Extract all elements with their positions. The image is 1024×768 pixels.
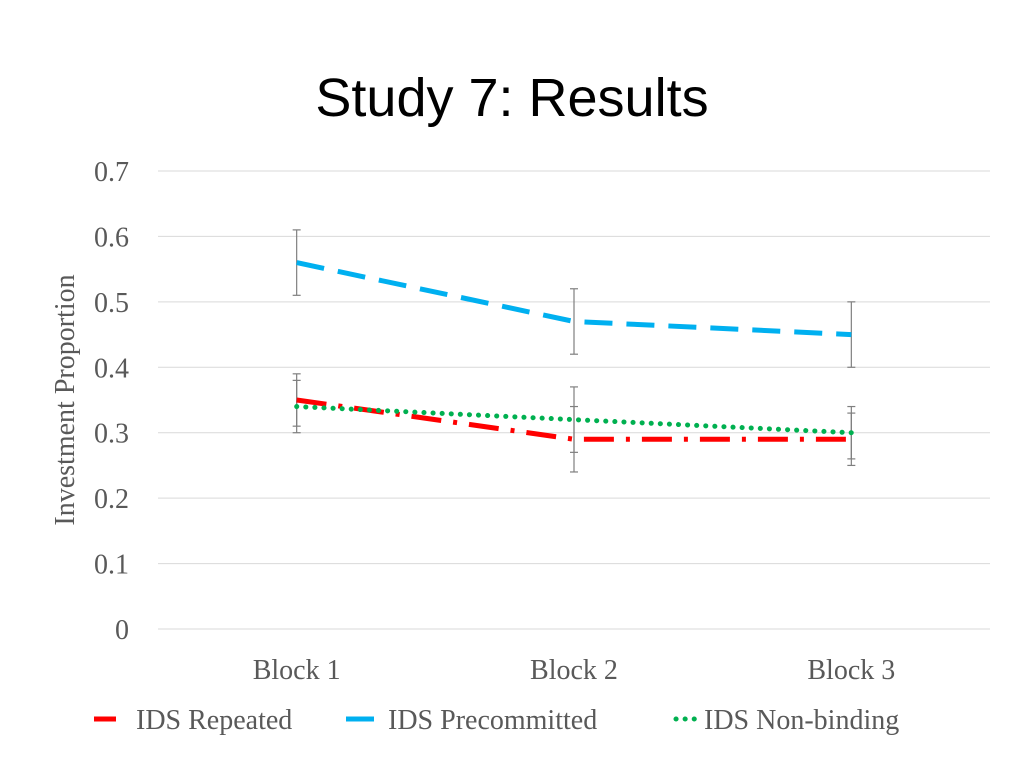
legend-label: IDS Repeated bbox=[136, 705, 292, 736]
data-point-ids-repeated bbox=[574, 439, 575, 440]
legend-label: IDS Non-binding bbox=[704, 705, 899, 736]
data-point-ids-precommitted bbox=[851, 334, 852, 335]
y-tick-label: 0.4 bbox=[94, 353, 129, 384]
y-tick-label: 0.5 bbox=[94, 288, 129, 319]
x-tick-label: Block 3 bbox=[807, 655, 895, 686]
series-line-ids-non-binding bbox=[294, 404, 854, 436]
y-axis-label: Investment Proportion bbox=[50, 274, 81, 525]
data-point-ids-non-binding bbox=[851, 432, 852, 433]
y-tick-label: 0 bbox=[115, 615, 129, 646]
data-point-ids-repeated bbox=[851, 439, 852, 440]
data-point-ids-repeated bbox=[296, 400, 297, 401]
data-point-ids-precommitted bbox=[296, 262, 297, 263]
y-tick-label: 0.6 bbox=[94, 222, 129, 253]
data-point-ids-precommitted bbox=[574, 321, 575, 322]
error-bars bbox=[292, 229, 856, 473]
series-line-ids-repeated bbox=[296, 397, 852, 442]
y-tick-label: 0.7 bbox=[94, 157, 129, 188]
y-tick-label: 0.2 bbox=[94, 484, 129, 515]
legend-label: IDS Precommitted bbox=[388, 705, 597, 736]
y-axis-ticks: 0 0.1 0.2 0.3 0.4 0.5 0.6 0.7 bbox=[94, 157, 129, 646]
series-line-ids-precommitted bbox=[296, 260, 852, 338]
series-lines bbox=[294, 260, 854, 442]
y-tick-label: 0.1 bbox=[94, 550, 129, 581]
data-point-ids-non-binding bbox=[296, 406, 297, 407]
x-tick-label: Block 1 bbox=[253, 655, 341, 686]
slide-title: Study 7: Results bbox=[315, 68, 709, 128]
x-tick-label: Block 2 bbox=[530, 655, 618, 686]
legend: IDS Repeated IDS Precommitted IDS Non-bind… bbox=[94, 705, 899, 736]
data-point-ids-non-binding bbox=[574, 419, 575, 420]
y-tick-label: 0.3 bbox=[94, 419, 129, 450]
x-axis-ticks: Block 1 Block 2 Block 3 bbox=[253, 655, 896, 686]
